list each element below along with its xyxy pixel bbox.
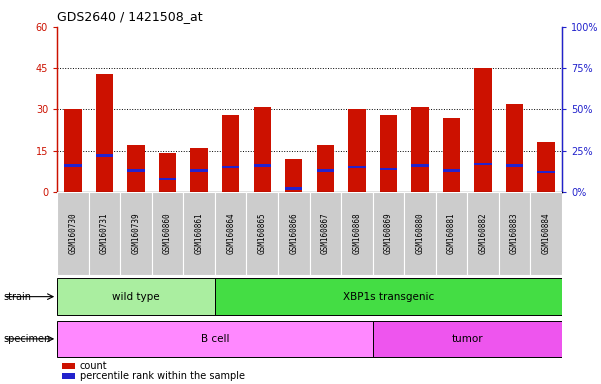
Text: GSM160866: GSM160866 (289, 212, 298, 254)
Bar (57, 192, 89, 275)
Text: specimen: specimen (3, 334, 50, 344)
Bar (411, 164, 429, 167)
Bar (191, 148, 208, 192)
Text: tumor: tumor (451, 334, 483, 344)
Bar (506, 104, 523, 192)
Bar (317, 169, 334, 172)
Bar (285, 159, 302, 192)
Text: GSM160865: GSM160865 (258, 212, 267, 254)
Text: B cell: B cell (201, 334, 229, 344)
Bar (57, 321, 373, 357)
Text: GSM160730: GSM160730 (69, 212, 78, 254)
Text: GSM160731: GSM160731 (100, 212, 109, 254)
Bar (64, 164, 82, 167)
Text: GSM160861: GSM160861 (195, 212, 204, 254)
Text: GSM160883: GSM160883 (510, 212, 519, 254)
Text: GSM160739: GSM160739 (132, 212, 141, 254)
Text: GSM160882: GSM160882 (478, 212, 487, 254)
Bar (96, 154, 113, 157)
Bar (380, 115, 397, 192)
Bar (380, 168, 397, 170)
Bar (254, 107, 271, 192)
Bar (411, 107, 429, 192)
Bar (64, 109, 82, 192)
Bar (120, 192, 151, 275)
Bar (404, 192, 436, 275)
Text: GSM160868: GSM160868 (352, 212, 361, 254)
Bar (474, 163, 492, 165)
Text: XBP1s transgenic: XBP1s transgenic (343, 291, 434, 302)
Bar (373, 192, 404, 275)
Bar (57, 278, 215, 315)
Text: GSM160881: GSM160881 (447, 212, 456, 254)
Bar (506, 164, 523, 167)
Text: GSM160880: GSM160880 (415, 212, 424, 254)
Text: wild type: wild type (112, 291, 160, 302)
Text: strain: strain (3, 291, 31, 302)
Bar (537, 142, 555, 192)
Bar (127, 145, 145, 192)
Bar (285, 187, 302, 190)
Bar (443, 118, 460, 192)
Bar (278, 192, 310, 275)
Bar (310, 192, 341, 275)
Bar (183, 192, 215, 275)
Text: count: count (80, 361, 108, 371)
Text: GDS2640 / 1421508_at: GDS2640 / 1421508_at (57, 10, 203, 23)
Bar (62, 373, 75, 379)
Bar (191, 169, 208, 172)
Text: GSM160869: GSM160869 (384, 212, 393, 254)
Bar (373, 321, 562, 357)
Bar (348, 166, 365, 169)
Bar (222, 166, 239, 169)
Bar (222, 115, 239, 192)
Bar (341, 192, 373, 275)
Text: GSM160884: GSM160884 (542, 212, 551, 254)
Bar (317, 145, 334, 192)
Bar (96, 74, 113, 192)
Text: percentile rank within the sample: percentile rank within the sample (80, 371, 245, 381)
Bar (62, 363, 75, 369)
Bar (89, 192, 120, 275)
Bar (254, 164, 271, 167)
Text: GSM160867: GSM160867 (321, 212, 330, 254)
Bar (499, 192, 531, 275)
Bar (151, 192, 183, 275)
Bar (215, 278, 562, 315)
Bar (246, 192, 278, 275)
Text: GSM160860: GSM160860 (163, 212, 172, 254)
Bar (127, 169, 145, 172)
Bar (215, 192, 246, 275)
Bar (537, 171, 555, 174)
Text: GSM160864: GSM160864 (226, 212, 235, 254)
Bar (531, 192, 562, 275)
Bar (443, 169, 460, 172)
Bar (348, 109, 365, 192)
Bar (468, 192, 499, 275)
Bar (474, 68, 492, 192)
Bar (159, 154, 176, 192)
Bar (159, 177, 176, 180)
Bar (436, 192, 468, 275)
